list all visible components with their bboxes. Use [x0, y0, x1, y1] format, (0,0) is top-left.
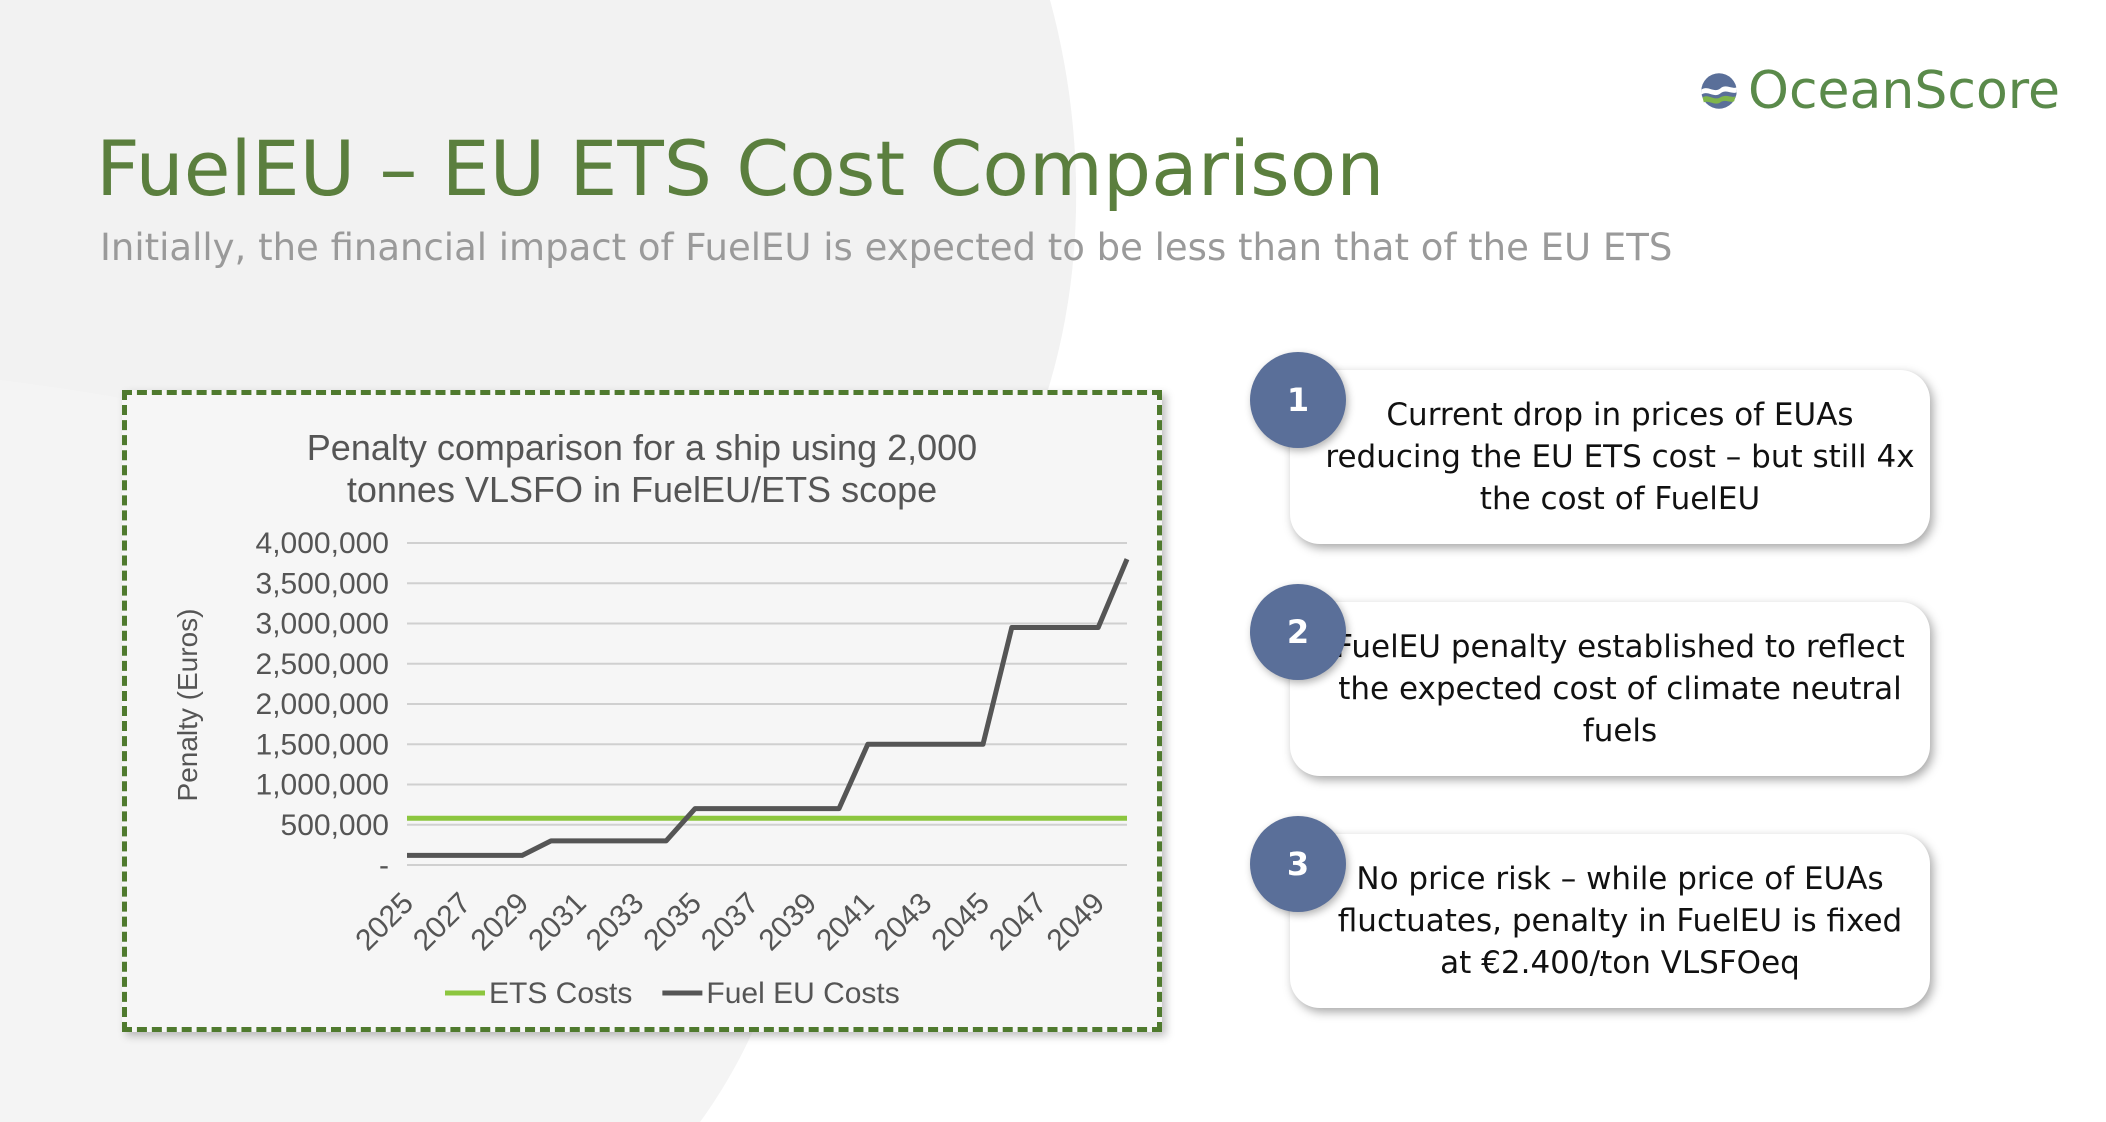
- chart-title-line-2: tonnes VLSFO in FuelEU/ETS scope: [347, 469, 937, 510]
- y-tick-label: 3,000,000: [256, 608, 389, 641]
- oceanscore-logo: OceanScore: [1700, 56, 2060, 126]
- x-tick-label: 2031: [522, 887, 593, 958]
- y-tick-label: 2,500,000: [256, 648, 389, 681]
- page-subtitle: Initially, the financial impact of FuelE…: [100, 226, 1673, 269]
- x-tick-label: 2039: [753, 887, 824, 958]
- logo-text: OceanScore: [1748, 61, 2060, 121]
- x-tick-label: 2037: [695, 887, 766, 958]
- x-tick-label: 2047: [983, 887, 1054, 958]
- point-card: [1290, 602, 1930, 776]
- point-card: [1290, 370, 1930, 544]
- legend-label: Fuel EU Costs: [706, 977, 899, 1010]
- y-tick-label: 1,000,000: [256, 769, 389, 802]
- chart-title-line-1: Penalty comparison for a ship using 2,00…: [307, 427, 977, 468]
- point-text: FuelEU penalty established to reflect th…: [1335, 629, 1905, 749]
- y-tick-label: 4,000,000: [256, 527, 389, 560]
- point-text: No price risk – while price of EUAs fluc…: [1337, 861, 1903, 981]
- x-tick-label: 2041: [810, 887, 881, 958]
- x-tick-label: 2045: [925, 887, 996, 958]
- x-tick-label: 2049: [1041, 887, 1112, 958]
- wave-logo-icon: [1701, 73, 1737, 109]
- point-number-badge: 1: [1250, 352, 1346, 448]
- y-tick-label: 1,500,000: [256, 728, 389, 761]
- series-line-fuel-eu-costs: [407, 558, 1130, 858]
- x-tick-label: 2033: [580, 887, 651, 958]
- y-tick-label: 500,000: [281, 809, 389, 842]
- x-tick-label: 2025: [349, 887, 420, 958]
- chart-container: Penalty comparison for a ship using 2,00…: [122, 390, 1162, 1032]
- y-axis-label: Penalty (Euros): [172, 609, 203, 802]
- point-text: Current drop in prices of EUAs reducing …: [1325, 397, 1915, 517]
- y-tick-label: -: [379, 849, 389, 882]
- point-card: [1290, 834, 1930, 1008]
- penalty-line-chart: Penalty comparison for a ship using 2,00…: [172, 427, 1130, 1010]
- point-number-badge: 3: [1250, 816, 1346, 912]
- y-tick-label: 2,000,000: [256, 688, 389, 721]
- x-tick-label: 2029: [465, 887, 536, 958]
- y-tick-label: 3,500,000: [256, 567, 389, 600]
- x-tick-label: 2043: [868, 887, 939, 958]
- point-3: No price risk – while price of EUAs fluc…: [1250, 816, 1970, 1008]
- x-tick-label: 2035: [637, 887, 708, 958]
- point-1: Current drop in prices of EUAs reducing …: [1250, 352, 1970, 544]
- page-title: FuelEU – EU ETS Cost Comparison: [96, 124, 1385, 213]
- point-2: FuelEU penalty established to reflect th…: [1250, 584, 1970, 776]
- point-number-badge: 2: [1250, 584, 1346, 680]
- x-tick-label: 2027: [407, 887, 478, 958]
- legend-label: ETS Costs: [489, 977, 632, 1010]
